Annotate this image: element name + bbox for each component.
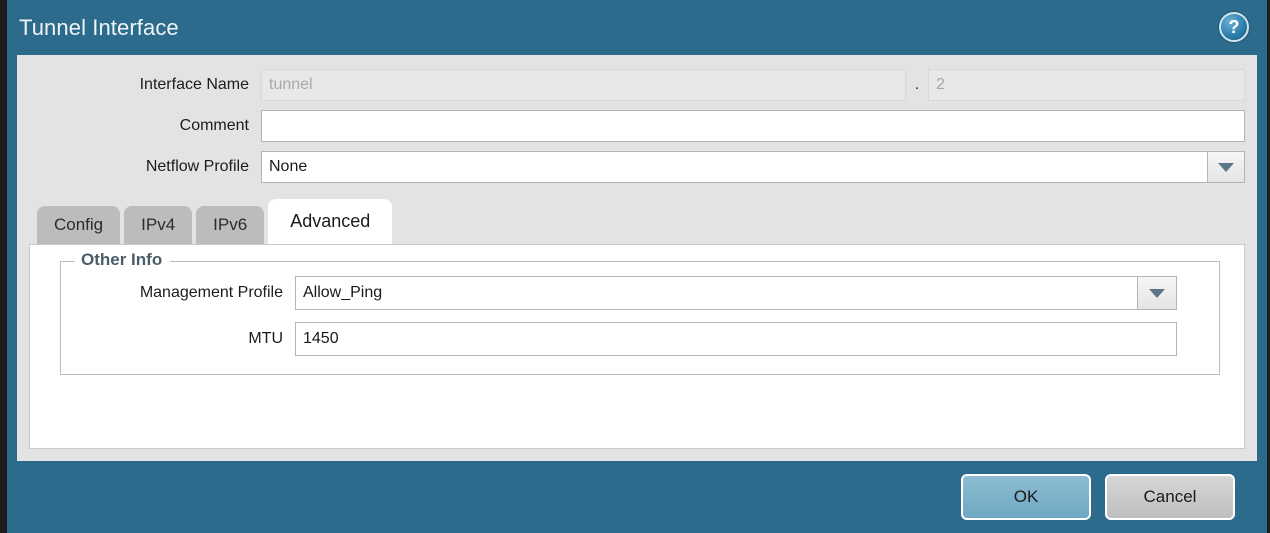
netflow-profile-row: Netflow Profile None — [29, 151, 1245, 183]
interface-name-suffix-input[interactable]: 2 — [928, 69, 1245, 101]
cancel-button[interactable]: Cancel — [1105, 474, 1235, 520]
interface-name-label: Interface Name — [139, 76, 249, 93]
tab-config[interactable]: Config — [37, 206, 121, 244]
mtu-label: MTU — [248, 330, 283, 347]
chevron-down-icon — [1218, 162, 1234, 172]
ok-button[interactable]: OK — [961, 474, 1091, 520]
interface-name-input: tunnel — [261, 69, 906, 101]
netflow-profile-value[interactable]: None — [261, 151, 1207, 183]
chevron-down-icon — [1149, 288, 1165, 298]
interface-name-separator: . — [914, 76, 920, 93]
netflow-profile-dropdown-button[interactable] — [1207, 151, 1245, 183]
help-icon[interactable]: ? — [1219, 12, 1249, 42]
comment-input[interactable] — [261, 110, 1245, 142]
netflow-profile-label: Netflow Profile — [145, 158, 249, 175]
tab-bar: Config IPv4 IPv6 Advanced — [29, 198, 1245, 244]
management-profile-row: Management Profile Allow_Ping — [73, 276, 1207, 310]
interface-name-row: Interface Name tunnel . 2 — [29, 69, 1245, 101]
dialog-body: Interface Name tunnel . 2 Comment Netflo… — [17, 55, 1257, 461]
mtu-input[interactable]: 1450 — [295, 322, 1177, 356]
management-profile-value[interactable]: Allow_Ping — [295, 276, 1137, 310]
tab-ipv4[interactable]: IPv4 — [124, 206, 193, 244]
management-profile-dropdown-button[interactable] — [1137, 276, 1177, 310]
dialog-footer: OK Cancel — [7, 461, 1267, 533]
comment-label: Comment — [179, 117, 249, 134]
management-profile-select[interactable]: Allow_Ping — [295, 276, 1177, 310]
tab-ipv6[interactable]: IPv6 — [196, 206, 265, 244]
comment-row: Comment — [29, 110, 1245, 142]
mtu-row: MTU 1450 — [73, 322, 1207, 356]
help-icon-glyph: ? — [1228, 17, 1240, 37]
other-info-fieldset: Other Info Management Profile Allow_Ping… — [60, 250, 1220, 375]
dialog-titlebar: Tunnel Interface ? — [7, 0, 1267, 55]
management-profile-label: Management Profile — [139, 284, 283, 301]
tab-advanced[interactable]: Advanced — [268, 199, 393, 244]
advanced-tab-panel: Other Info Management Profile Allow_Ping… — [29, 244, 1245, 449]
other-info-legend: Other Info — [75, 250, 171, 270]
dialog-title: Tunnel Interface — [19, 14, 179, 40]
netflow-profile-select[interactable]: None — [261, 151, 1245, 183]
